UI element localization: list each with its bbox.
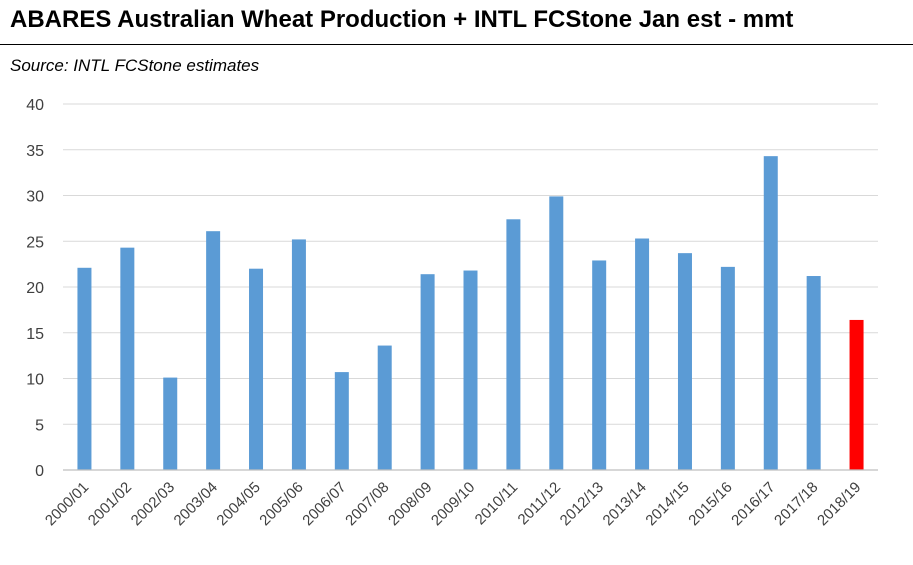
x-tick-label: 2018/19 <box>814 479 864 529</box>
bar-2011-12 <box>549 196 564 471</box>
chart-title: ABARES Australian Wheat Production + INT… <box>10 6 794 33</box>
y-tick-label: 35 <box>26 143 44 160</box>
bar-2015-16 <box>720 266 735 470</box>
x-tick-label: 2005/06 <box>256 479 306 529</box>
x-tick-label: 2013/14 <box>600 479 650 529</box>
bar-2016-17 <box>763 156 778 470</box>
bar-2013-14 <box>635 238 650 470</box>
x-tick-label: 2011/12 <box>515 479 565 529</box>
y-tick-label: 40 <box>26 97 44 114</box>
bar-2001-02 <box>120 247 135 470</box>
y-tick-label: 20 <box>26 280 44 297</box>
x-tick-label: 2001/02 <box>85 479 135 529</box>
y-tick-label: 0 <box>35 463 44 480</box>
bar-2002-03 <box>163 377 178 470</box>
y-tick-label: 30 <box>26 189 44 206</box>
x-tick-label: 2006/07 <box>299 479 349 529</box>
x-tick-label: 2016/17 <box>728 479 778 529</box>
bars <box>77 156 864 471</box>
x-tick-label: 2010/11 <box>472 479 522 529</box>
bar-2009-10 <box>463 270 478 470</box>
x-tick-label: 2000/01 <box>42 479 92 529</box>
bar-2018-19 <box>849 319 864 470</box>
bar-2005-06 <box>291 239 306 470</box>
x-tick-label: 2017/18 <box>771 479 821 529</box>
bar-2006-07 <box>334 372 349 470</box>
bar-2007-08 <box>377 345 392 470</box>
bar-2003-04 <box>206 231 221 470</box>
y-tick-label: 25 <box>26 234 44 251</box>
bar-2014-15 <box>677 253 692 470</box>
y-tick-label: 15 <box>26 326 44 343</box>
title-divider <box>0 44 913 45</box>
x-tick-label: 2009/10 <box>428 479 478 529</box>
y-axis-ticks: 0 5 10 15 20 25 30 35 40 <box>26 97 44 480</box>
bar-2017-18 <box>806 276 821 470</box>
x-tick-label: 2003/04 <box>171 479 221 529</box>
bar-2008-09 <box>420 274 435 470</box>
bar-2000-01 <box>77 267 92 470</box>
x-tick-label: 2014/15 <box>642 479 692 529</box>
x-tick-label: 2007/08 <box>342 479 392 529</box>
x-tick-label: 2012/13 <box>557 479 607 529</box>
bar-2010-11 <box>506 219 521 470</box>
x-tick-label: 2002/03 <box>128 479 178 529</box>
bar-2004-05 <box>249 268 264 470</box>
x-axis-ticks: 2000/012001/022002/032003/042004/052005/… <box>42 479 864 529</box>
x-tick-label: 2008/09 <box>385 479 435 529</box>
chart-subtitle: Source: INTL FCStone estimates <box>10 56 260 75</box>
y-tick-label: 5 <box>35 417 44 434</box>
y-tick-label: 10 <box>26 372 44 389</box>
x-tick-label: 2004/05 <box>213 479 263 529</box>
bar-2012-13 <box>592 260 607 470</box>
x-tick-label: 2015/16 <box>685 479 735 529</box>
